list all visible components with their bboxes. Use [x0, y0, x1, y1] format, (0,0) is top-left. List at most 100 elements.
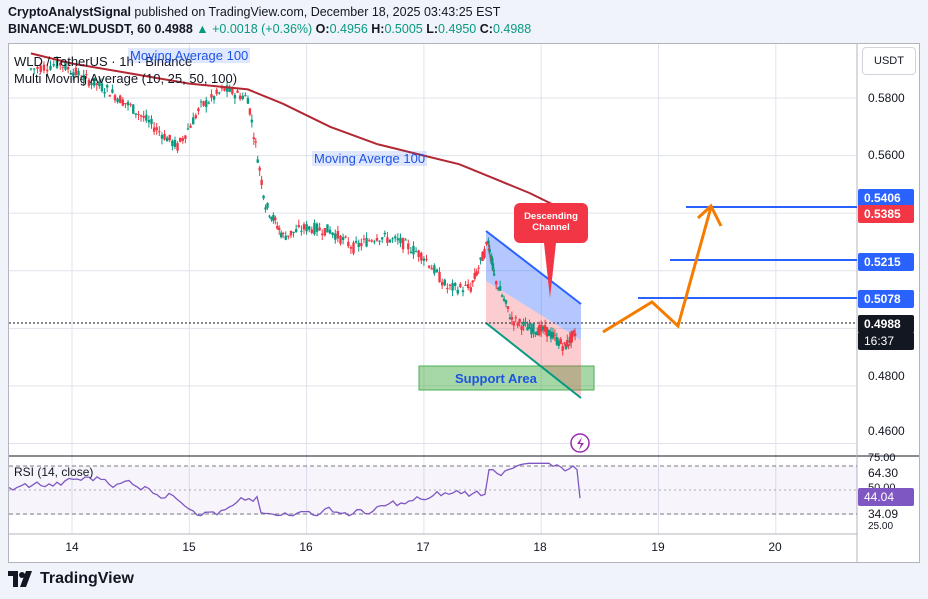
- candle-body: [331, 232, 334, 236]
- candle-body: [543, 325, 547, 332]
- candle-body: [103, 92, 106, 94]
- candle-body: [435, 269, 439, 273]
- candle-body: [572, 330, 575, 333]
- chart-frame[interactable]: [8, 43, 920, 563]
- candle-body: [82, 74, 85, 81]
- candle-body: [55, 58, 59, 68]
- candle-body: [266, 202, 269, 208]
- candle-body: [568, 336, 572, 343]
- candle-body: [192, 117, 195, 125]
- candle-body: [284, 235, 287, 240]
- candle-body: [113, 95, 117, 101]
- candle-body: [160, 135, 164, 139]
- candle-body: [433, 265, 436, 274]
- candle-body: [506, 306, 510, 309]
- candle-body: [129, 104, 132, 106]
- price-tag-0-5078: 0.5078: [858, 290, 914, 308]
- candle-body: [510, 316, 514, 320]
- open-label: O:: [315, 22, 330, 36]
- candle-body: [72, 72, 75, 77]
- candle-body: [321, 233, 324, 236]
- low-value: 0.4950: [438, 22, 477, 36]
- descending-channel-label: Descending Channel: [524, 211, 578, 233]
- candle-body: [561, 346, 564, 351]
- candle-body: [158, 131, 161, 133]
- rsi-tick: 34.09: [868, 507, 899, 521]
- candle-body: [108, 95, 111, 97]
- candle-body: [326, 224, 329, 233]
- candle-body: [443, 279, 446, 286]
- candle-body: [49, 66, 52, 70]
- symbol-legend[interactable]: WLD / TetherUS · 1h · Binance: [14, 54, 193, 69]
- candle-body: [512, 321, 516, 326]
- candle-body: [357, 242, 360, 247]
- candle-body: [254, 141, 257, 143]
- indicator-legend[interactable]: Multi Moving Average (10, 25, 50, 100): [14, 71, 238, 86]
- publish-line: CryptoAnalystSignal published on Trading…: [8, 4, 500, 20]
- candle-body: [557, 340, 560, 346]
- candle-body: [256, 159, 259, 163]
- candle-body: [176, 143, 179, 151]
- tradingview-logo-icon: [8, 571, 32, 587]
- candle-body: [139, 115, 143, 117]
- candle-body: [310, 229, 314, 233]
- candle-body: [464, 284, 467, 286]
- close-label: C:: [479, 22, 493, 36]
- candle-body: [536, 331, 539, 336]
- candle-body: [181, 138, 184, 141]
- tradingview-logo[interactable]: TradingView: [8, 570, 134, 588]
- candle-body: [197, 108, 200, 112]
- candle-body: [92, 77, 96, 86]
- candle-body: [360, 243, 363, 247]
- footer-brand: TradingView: [40, 570, 134, 587]
- candle-body: [538, 325, 541, 336]
- price-tag-0-5385: 0.5385: [858, 205, 914, 223]
- currency-button[interactable]: USDT: [862, 47, 916, 75]
- price-tick: 0.5800: [868, 91, 905, 105]
- rsi-legend[interactable]: RSI (14, close): [14, 465, 94, 479]
- candle-body: [46, 69, 49, 72]
- candle-body: [563, 342, 566, 344]
- candle-body: [163, 133, 166, 140]
- candle-body: [341, 237, 345, 240]
- candle-body: [238, 95, 242, 100]
- candle-body: [150, 118, 153, 125]
- candle-body: [69, 73, 72, 75]
- candle-body: [349, 247, 353, 249]
- price-tag-0-5215: 0.5215: [858, 253, 914, 271]
- low-label: L:: [426, 22, 439, 36]
- channel-upper-fill: [486, 231, 581, 340]
- candle-body: [541, 326, 545, 331]
- candle-body: [496, 287, 500, 290]
- candle-body: [559, 339, 562, 344]
- candle-body: [66, 67, 70, 70]
- publisher-name[interactable]: CryptoAnalystSignal: [8, 5, 131, 19]
- candle-body: [260, 179, 263, 185]
- candle-body: [492, 270, 495, 272]
- candle-body: [394, 236, 397, 239]
- time-label: 14: [65, 540, 79, 554]
- price-tick: 0.5600: [868, 148, 905, 162]
- candle-body: [300, 230, 303, 232]
- bar-countdown: 16:37: [858, 332, 914, 350]
- candle-body: [362, 238, 366, 240]
- candle-body: [520, 326, 523, 331]
- symbol-line: BINANCE:WLDUSDT, 60 0.4988 ▲ +0.0018 (+0…: [8, 21, 531, 37]
- candle-body: [547, 330, 551, 336]
- candle-body: [569, 333, 573, 344]
- candle-body: [272, 214, 275, 221]
- candle-body: [250, 119, 254, 123]
- candle-body: [85, 74, 88, 76]
- candle-body: [475, 271, 478, 276]
- candle-body: [39, 65, 42, 73]
- candle-body: [545, 327, 549, 337]
- descending-channel-callout: [514, 203, 588, 298]
- candle-body: [202, 101, 205, 106]
- candle-body: [448, 284, 452, 286]
- candle-body: [378, 240, 381, 242]
- candle-body: [52, 64, 55, 66]
- projection-path: [602, 206, 713, 334]
- candle-body: [573, 333, 577, 337]
- rsi-tick: 64.30: [868, 466, 899, 480]
